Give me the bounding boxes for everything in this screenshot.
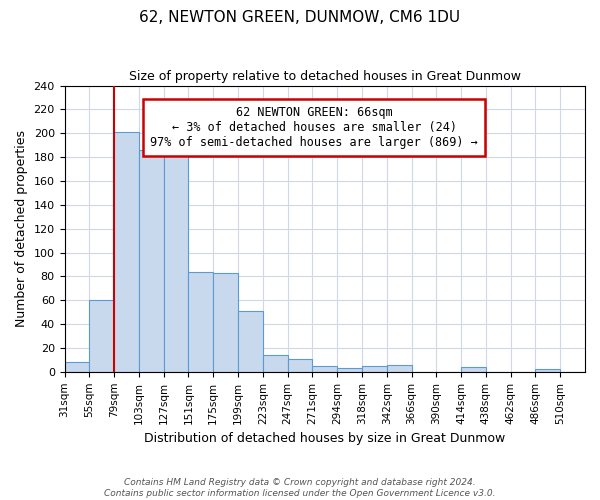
Bar [188,272,213,372]
Bar [213,273,238,372]
Y-axis label: Number of detached properties: Number of detached properties [15,130,28,327]
X-axis label: Distribution of detached houses by size in Great Dunmow: Distribution of detached houses by size … [144,432,505,445]
Bar [535,370,560,372]
Bar [461,367,486,372]
Bar [263,355,287,372]
Text: 62 NEWTON GREEN: 66sqm
← 3% of detached houses are smaller (24)
97% of semi-deta: 62 NEWTON GREEN: 66sqm ← 3% of detached … [151,106,478,148]
Bar [65,362,89,372]
Bar [238,311,263,372]
Bar [164,142,188,372]
Text: Contains HM Land Registry data © Crown copyright and database right 2024.
Contai: Contains HM Land Registry data © Crown c… [104,478,496,498]
Text: 62, NEWTON GREEN, DUNMOW, CM6 1DU: 62, NEWTON GREEN, DUNMOW, CM6 1DU [139,10,461,25]
Bar [139,150,164,372]
Bar [362,366,387,372]
Bar [114,132,139,372]
Bar [89,300,114,372]
Bar [337,368,362,372]
Bar [387,364,412,372]
Bar [313,366,337,372]
Bar [287,358,313,372]
Title: Size of property relative to detached houses in Great Dunmow: Size of property relative to detached ho… [129,70,521,83]
